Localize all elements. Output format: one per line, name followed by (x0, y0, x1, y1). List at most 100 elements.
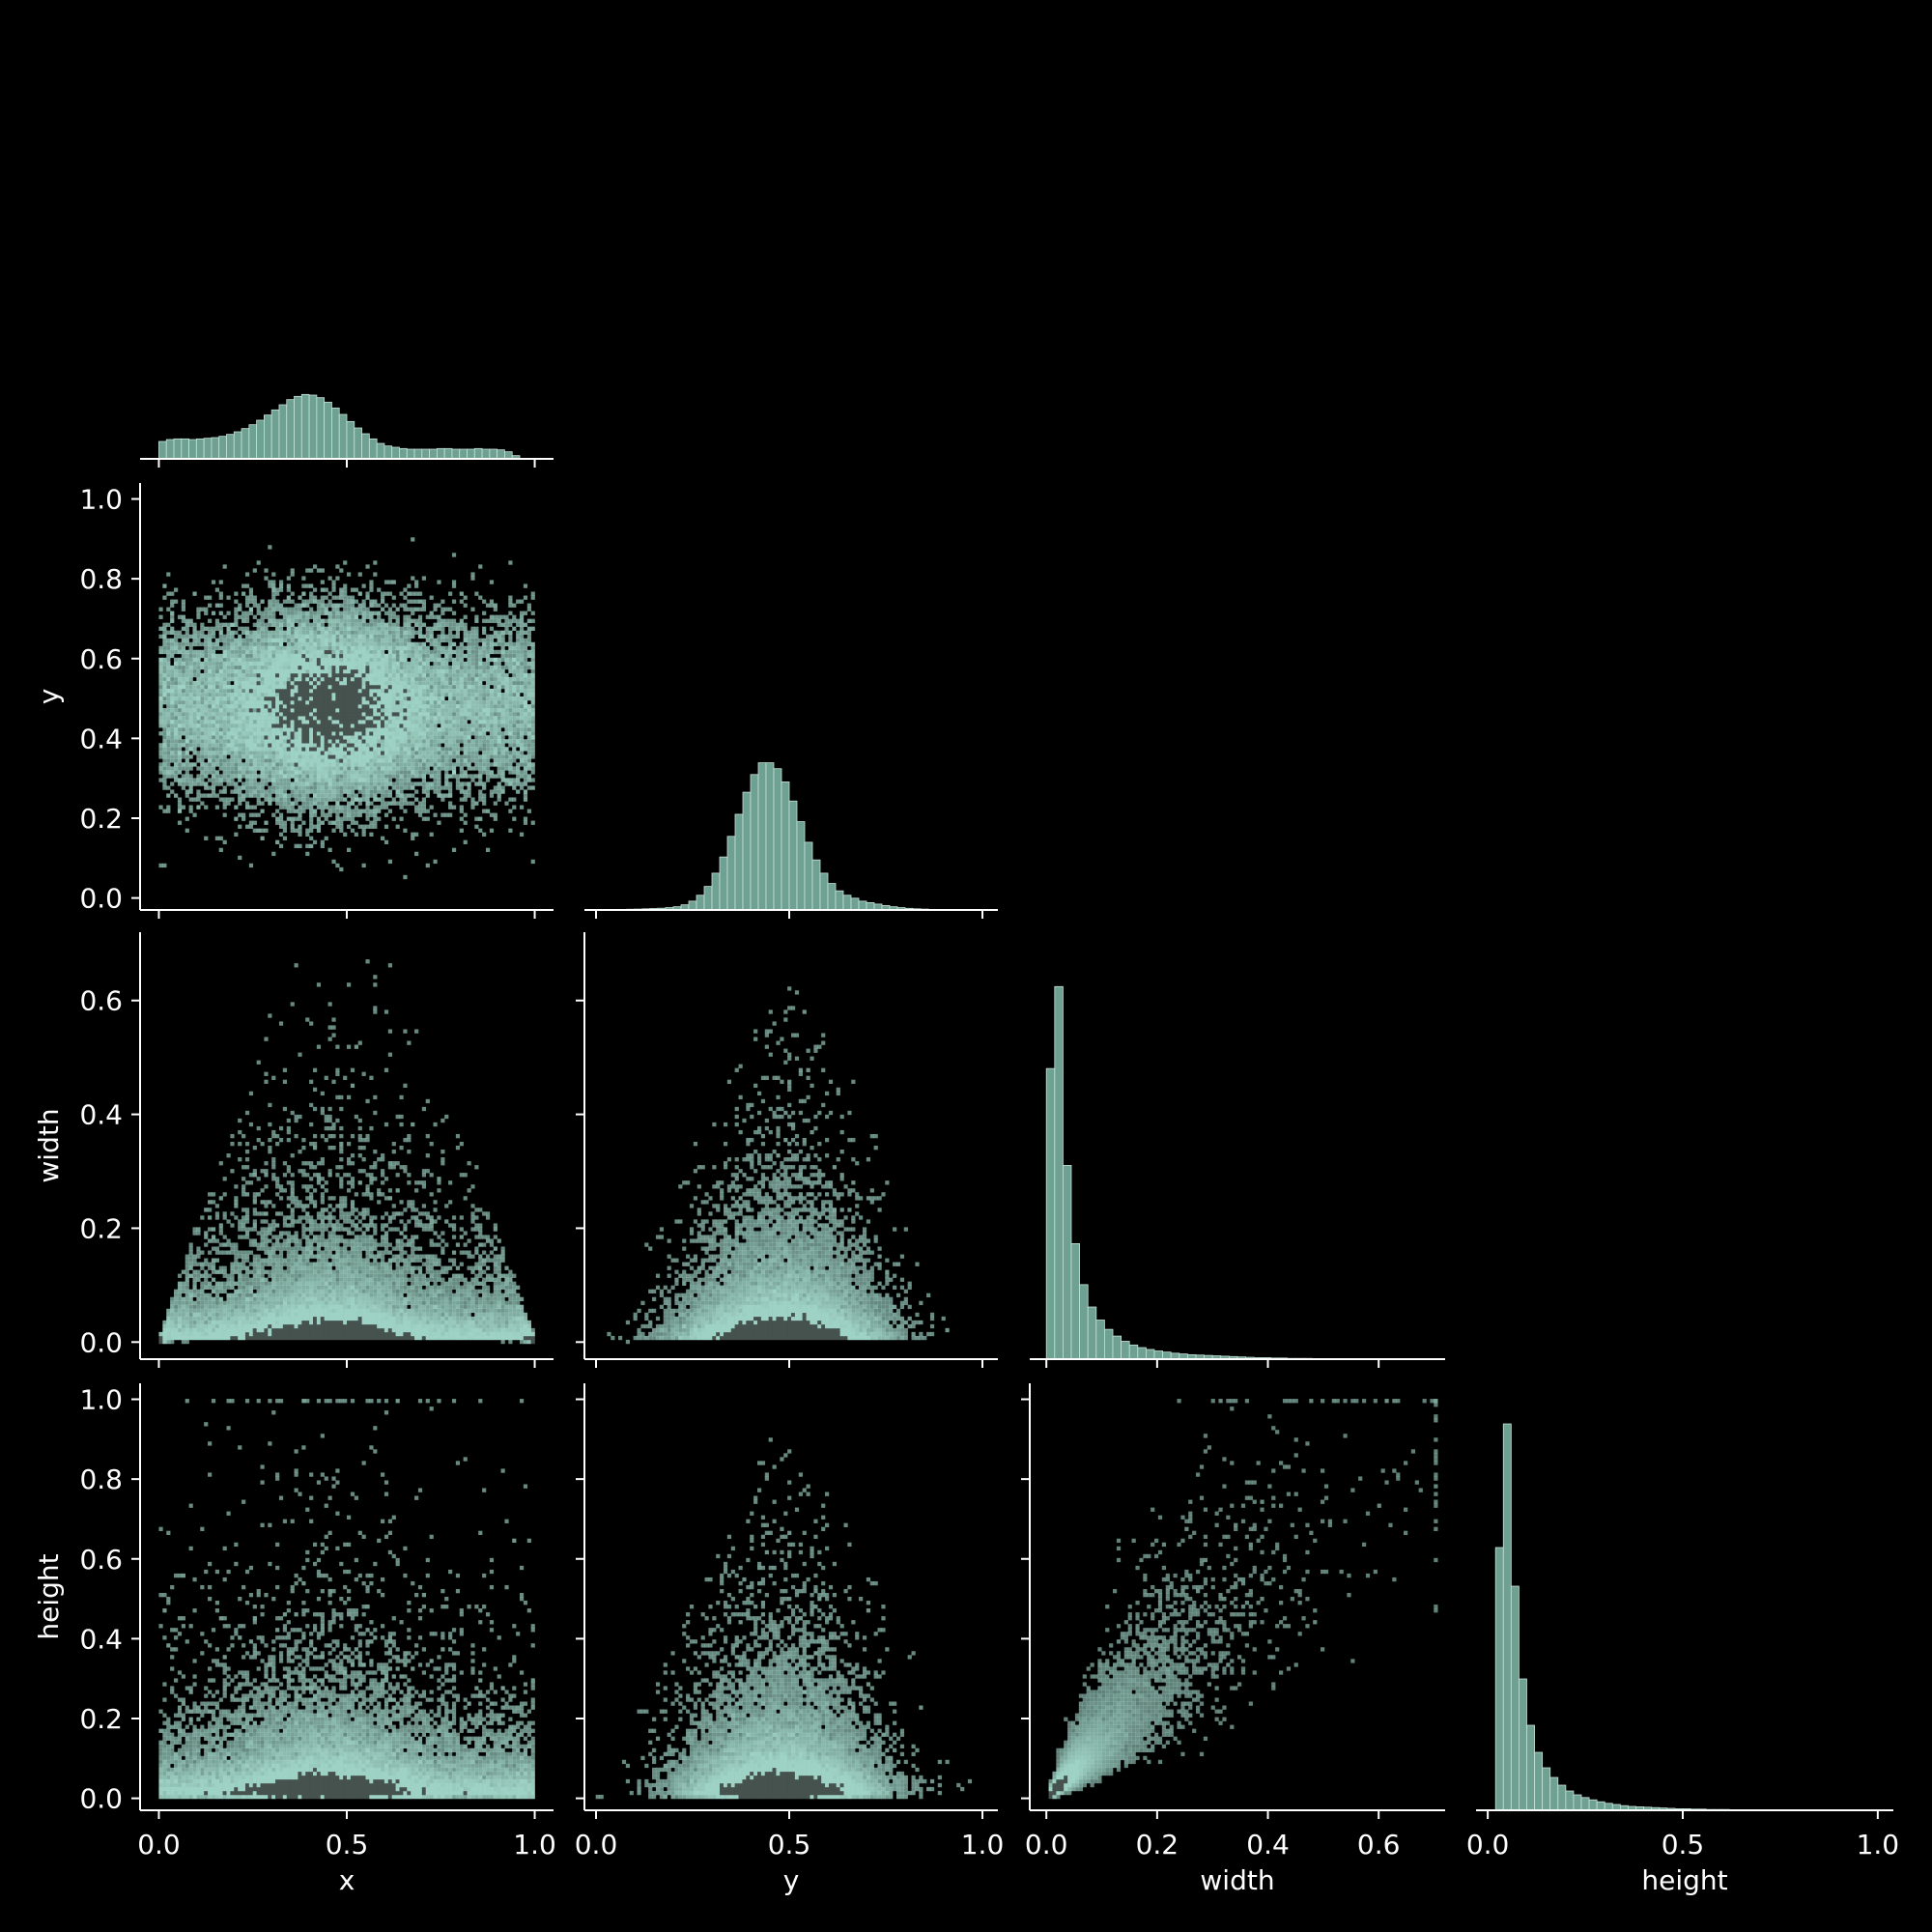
density-cell (204, 727, 209, 732)
density-cell (244, 766, 250, 771)
density-cell (369, 688, 374, 694)
density-cell (343, 724, 348, 728)
density-cell (407, 614, 412, 619)
density-cell (530, 680, 535, 686)
density-cell (444, 793, 449, 798)
density-cell (414, 739, 419, 744)
density-cell (414, 743, 419, 748)
density-cell (459, 684, 464, 690)
density-cell (260, 611, 265, 615)
density-cell (493, 754, 497, 759)
density-cell (275, 720, 280, 724)
density-cell (177, 680, 183, 686)
density-cell (286, 758, 291, 763)
density-cell (381, 708, 385, 713)
density-cell (309, 781, 314, 786)
density-cell (350, 747, 355, 752)
density-cell (395, 781, 400, 786)
density-cell (222, 720, 227, 724)
density-cell (301, 649, 306, 655)
density-cell (248, 754, 254, 759)
density-cell (444, 785, 449, 790)
density-cell (421, 731, 427, 736)
density-cell (158, 778, 163, 782)
density-cell (185, 626, 189, 631)
density-cell (234, 618, 239, 623)
density-cell (391, 634, 396, 639)
density-cell (174, 661, 179, 667)
density-cell (188, 766, 193, 771)
density-cell (444, 665, 449, 670)
density-cell (177, 712, 183, 717)
density-cell (343, 595, 348, 600)
density-cell (271, 766, 276, 771)
density-cell (192, 634, 197, 639)
density-cell (204, 634, 209, 639)
density-cell (244, 599, 250, 604)
density-cell (350, 743, 355, 748)
density-cell (478, 668, 483, 674)
density-cell (381, 676, 385, 682)
density-cell (467, 739, 471, 744)
density-cell (347, 572, 352, 577)
density-cell (327, 692, 332, 697)
density-cell (347, 735, 352, 740)
density-cell (440, 676, 445, 682)
density-cell (519, 727, 525, 732)
density-cell (467, 766, 471, 771)
density-cell (316, 797, 322, 802)
density-cell (244, 762, 250, 767)
density-cell (384, 793, 389, 798)
density-cell (508, 762, 513, 767)
density-cell (485, 661, 491, 667)
density-cell (523, 797, 528, 802)
density-cell (455, 665, 461, 670)
density-cell (414, 688, 419, 694)
density-cell (177, 665, 183, 670)
density-cell (403, 731, 408, 736)
density-cell (455, 743, 461, 748)
density-cell (339, 747, 344, 752)
density-cell (286, 747, 291, 752)
density-cell (504, 731, 509, 736)
density-cell (260, 692, 265, 697)
density-cell (425, 665, 430, 670)
density-cell (204, 751, 209, 755)
density-cell (391, 758, 396, 763)
density-cell (381, 735, 385, 740)
density-cell (177, 727, 183, 732)
density-cell (497, 680, 501, 686)
density-cell (282, 824, 288, 829)
density-cell (437, 751, 441, 755)
density-cell (448, 645, 453, 651)
density-cell (459, 774, 464, 779)
density-cell (425, 770, 430, 775)
density-cell (500, 653, 505, 659)
density-cell (275, 696, 280, 701)
density-cell (264, 762, 269, 767)
density-cell (414, 630, 419, 636)
density-cell (208, 668, 213, 674)
density-cell (444, 739, 449, 744)
density-cell (327, 645, 332, 651)
density-cell (196, 607, 201, 611)
density-cell (493, 816, 497, 821)
density-cell (489, 618, 495, 623)
density-cell (185, 665, 189, 670)
density-cell (500, 747, 505, 752)
density-cell (361, 630, 366, 636)
density-cell (192, 700, 197, 705)
density-cell (500, 720, 505, 724)
density-cell (347, 708, 352, 713)
density-cell (339, 591, 344, 596)
density-cell (192, 680, 197, 686)
density-cell (417, 727, 423, 732)
density-cell (177, 766, 183, 771)
density-cell (437, 622, 441, 627)
density-cell (474, 649, 479, 655)
density-cell (526, 638, 531, 643)
density-cell (170, 614, 175, 619)
density-cell (377, 809, 382, 813)
density-cell (238, 855, 242, 861)
density-cell (192, 735, 197, 740)
